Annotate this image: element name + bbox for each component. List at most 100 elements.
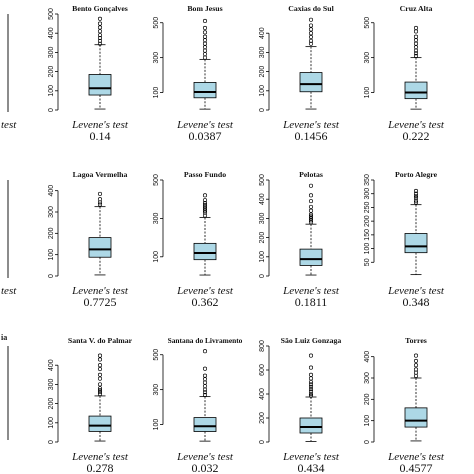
p-value: 0.348 — [403, 295, 430, 309]
outlier-point — [308, 391, 314, 397]
p-value: 0.7725 — [84, 295, 117, 309]
outlier-point — [413, 200, 419, 205]
iqr-box — [193, 242, 217, 261]
outlier-point — [202, 366, 208, 371]
outlier-point — [202, 204, 208, 209]
y-tick-label: 100 — [48, 417, 55, 429]
outlier-point — [308, 393, 314, 398]
iqr-box — [193, 417, 217, 432]
levene-test-label: Levene's test — [282, 451, 340, 463]
outlier-point — [202, 390, 208, 395]
y-tick-label: 300 — [364, 52, 371, 64]
outlier-point — [413, 353, 419, 358]
outlier-point — [413, 358, 419, 363]
panel-3: Caxias do Sul 0 100 200 300 400 Levene's test0… — [259, 4, 340, 143]
outlier-point — [308, 38, 314, 43]
y-tick-label: 0 — [364, 440, 371, 444]
outlier-point — [308, 389, 314, 394]
panel-title: Caxias do Sul — [288, 4, 334, 13]
outlier-point — [97, 202, 103, 207]
y-tick-label: 0 — [259, 440, 266, 444]
outlier-point — [413, 363, 419, 368]
y-tick-label: 500 — [153, 174, 160, 186]
outlier-point — [97, 25, 103, 30]
y-tick-label: 0 — [259, 108, 266, 112]
panel-title: São Luiz Gonzaga — [281, 336, 342, 345]
outlier-point — [97, 33, 103, 38]
y-tick-label: 300 — [153, 52, 160, 64]
p-value: 0.278 — [87, 461, 114, 474]
outlier-point — [97, 388, 103, 393]
y-tick-label: 300 — [48, 46, 55, 58]
y-tick-label: 100 — [48, 85, 55, 97]
outlier-point — [308, 372, 314, 377]
outlier-point — [308, 183, 314, 188]
p-value: 0.1456 — [295, 129, 328, 143]
outlier-point — [413, 29, 419, 34]
outlier-point — [413, 38, 419, 43]
y-tick-label: 100 — [48, 249, 55, 261]
p-value: 0.4577 — [400, 461, 433, 474]
outlier-point — [308, 31, 314, 36]
outlier-point — [202, 377, 208, 382]
outlier-point — [413, 195, 419, 200]
outlier-point — [308, 27, 314, 32]
outlier-point — [97, 353, 103, 358]
outlier-point — [308, 218, 314, 223]
y-tick-label: 800 — [259, 340, 266, 352]
outlier-point — [308, 212, 314, 217]
p-value: 0.1811 — [295, 295, 328, 309]
p-value: 0.032 — [192, 461, 219, 474]
outlier-point — [413, 51, 419, 56]
iqr-box — [299, 72, 323, 93]
outlier-point — [97, 390, 103, 395]
outlier-point — [202, 45, 208, 50]
y-tick-label: 400 — [259, 193, 266, 205]
y-tick-label: 500 — [153, 17, 160, 29]
outlier-point — [308, 199, 314, 204]
levene-test-label: Levene's test — [282, 285, 340, 297]
y-tick-label: 50 — [364, 258, 371, 266]
outlier-point — [308, 384, 314, 389]
panel-title: Bom Jesus — [187, 4, 222, 13]
levene-test-label: Levene's test — [387, 451, 445, 463]
outlier-point — [413, 53, 419, 58]
outlier-point — [202, 380, 208, 385]
y-tick-label: 350 — [364, 174, 371, 186]
y-tick-label: 500 — [364, 17, 371, 29]
panel-title: Passo Fundo — [184, 170, 226, 179]
y-tick-label: 600 — [259, 364, 266, 376]
outlier-point — [97, 357, 103, 362]
y-tick-label: 200 — [364, 215, 371, 227]
outlier-point — [202, 25, 208, 31]
outlier-point — [202, 208, 208, 213]
levene-test-label: Levene's test — [71, 285, 129, 297]
outlier-point — [308, 365, 314, 370]
y-tick-label: 0 — [48, 274, 55, 278]
y-tick-label: 100 — [259, 251, 266, 263]
y-tick-label: 400 — [259, 27, 266, 39]
outlier-point — [413, 198, 419, 203]
outlier-point — [97, 16, 103, 21]
panel-title: Porto Alegre — [395, 170, 438, 179]
outlier-point — [308, 353, 314, 358]
y-tick-label: 100 — [153, 87, 160, 99]
outlier-point — [202, 392, 208, 397]
y-tick-label: 300 — [364, 372, 371, 384]
iqr-box — [88, 237, 112, 258]
levene-test-label: Levene's test — [387, 285, 445, 297]
y-tick-label: 0 — [259, 274, 266, 278]
outlier-point — [202, 206, 208, 211]
outlier-point — [202, 349, 208, 354]
p-value: 0.362 — [192, 295, 219, 309]
y-tick-label: 100 — [259, 85, 266, 97]
y-tick-label: 100 — [153, 419, 160, 431]
y-tick-label: 400 — [364, 351, 371, 363]
outlier-point — [97, 372, 103, 377]
outlier-point — [97, 41, 103, 46]
iqr-box — [193, 82, 217, 99]
y-tick-label: 200 — [259, 412, 266, 424]
p-value: 0.222 — [403, 129, 430, 143]
